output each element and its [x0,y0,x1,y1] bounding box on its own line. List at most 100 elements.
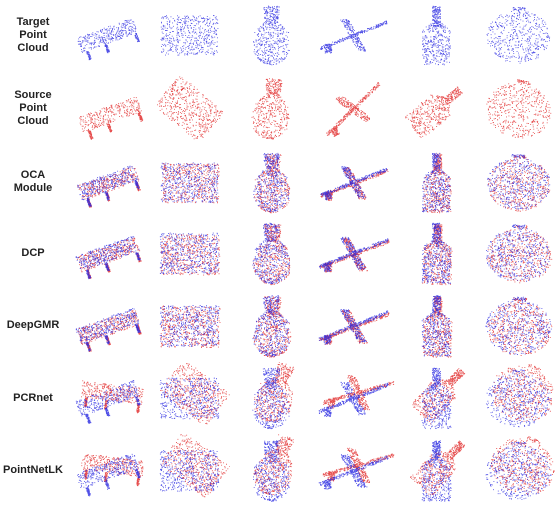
point-cloud-airplane [319,236,390,273]
point-cloud-table [77,453,144,497]
thumb-dcp-vase [230,217,312,289]
thumb-dcp-table [66,217,148,289]
thumb-oca-pot [477,147,559,217]
point-cloud-vase [252,295,292,358]
thumb-deepgmr-vase [230,289,312,362]
thumb-oca-airplane [312,147,394,217]
point-cloud-airplane [326,81,381,137]
point-cloud-pot [485,364,554,428]
point-cloud-source [404,86,463,138]
point-cloud-source [160,233,221,276]
point-cloud-source [486,225,553,284]
point-cloud-airplane [319,447,395,490]
thumb-source-pot [477,70,559,147]
point-cloud-bottle [404,86,463,138]
point-cloud-table [75,308,142,352]
point-cloud-box [159,305,221,349]
thumb-oca-bottle [395,147,477,217]
thumb-deepgmr-table [66,289,148,362]
point-cloud-vase [253,434,295,502]
point-cloud-source [409,440,465,496]
thumb-source-table [66,70,148,147]
thumb-oca-table [66,147,148,217]
point-cloud-source [492,364,554,422]
point-cloud-bottle [412,367,465,430]
point-cloud-target [75,308,141,352]
point-cloud-source [253,296,292,358]
thumb-dcp-pot [477,217,559,289]
thumb-source-airplane [312,70,394,147]
thumb-source-box [148,70,230,147]
thumb-oca-box [148,147,230,217]
point-cloud-box [157,76,224,140]
point-cloud-source [486,79,552,139]
point-cloud-bottle [421,5,451,66]
point-cloud-vase [252,222,291,286]
point-cloud-source [79,97,144,140]
point-cloud-target [252,367,291,430]
thumb-target-pot [477,0,559,70]
point-cloud-box [159,434,231,498]
point-cloud-target [253,152,290,213]
point-cloud-table [77,19,140,61]
point-cloud-vase [253,152,291,214]
point-cloud-target [253,5,291,66]
point-cloud-source [490,436,555,496]
point-cloud-airplane [320,166,389,201]
point-cloud-pot [485,224,553,284]
row-label-source: Source Point Cloud [14,89,52,127]
thumb-dcp-airplane [312,217,394,289]
row-label-pcrnet: PCRnet [13,391,53,404]
point-cloud-target [319,381,389,417]
thumb-source-bottle [395,70,477,147]
point-cloud-target [485,441,552,500]
thumb-pcrnet-airplane [312,362,395,434]
point-cloud-target [486,7,550,64]
point-cloud-source [326,81,381,137]
point-cloud-target [485,224,550,282]
point-cloud-source [254,362,295,423]
point-cloud-source [161,434,231,498]
point-cloud-target [159,377,220,420]
thumb-pcrnet-bottle [395,362,477,434]
row-label-dcp: DCP [21,246,45,259]
thumb-deepgmr-pot [477,289,559,362]
thumb-target-airplane [312,0,394,70]
thumb-deepgmr-airplane [312,289,394,362]
point-cloud-target [485,369,551,428]
point-cloud-target [160,162,219,203]
thumb-pcrnet-table [66,362,148,434]
point-cloud-box [160,15,219,56]
point-cloud-target [160,15,219,56]
point-cloud-target [321,166,388,201]
point-cloud-airplane [319,375,395,417]
point-cloud-bottle [409,440,465,502]
point-cloud-vase [251,78,290,140]
point-cloud-pot [486,79,552,139]
thumb-dcp-bottle [395,217,477,289]
point-cloud-target [75,380,141,424]
point-cloud-target [421,222,451,285]
thumb-pointnetlk-vase [230,434,312,507]
point-cloud-target [77,453,141,497]
point-cloud-target [77,19,140,61]
point-cloud-source [487,297,553,356]
point-cloud-target [421,295,451,357]
point-cloud-pot [485,436,555,500]
point-cloud-source [323,375,395,411]
thumb-pcrnet-box [148,362,230,434]
point-cloud-table [79,97,144,140]
thumb-deepgmr-box [148,289,230,362]
point-cloud-table [77,165,141,208]
point-cloud-bottle [421,222,453,286]
thumb-target-vase [230,0,312,70]
point-cloud-source [253,223,291,286]
thumb-source-vase [230,70,312,147]
thumb-pcrnet-vase [230,362,312,434]
thumb-target-box [148,0,230,70]
point-cloud-box [160,232,221,276]
point-cloud-source [157,76,224,140]
row-label-deepgmr: DeepGMR [6,319,60,331]
point-cloud-source [161,162,220,204]
